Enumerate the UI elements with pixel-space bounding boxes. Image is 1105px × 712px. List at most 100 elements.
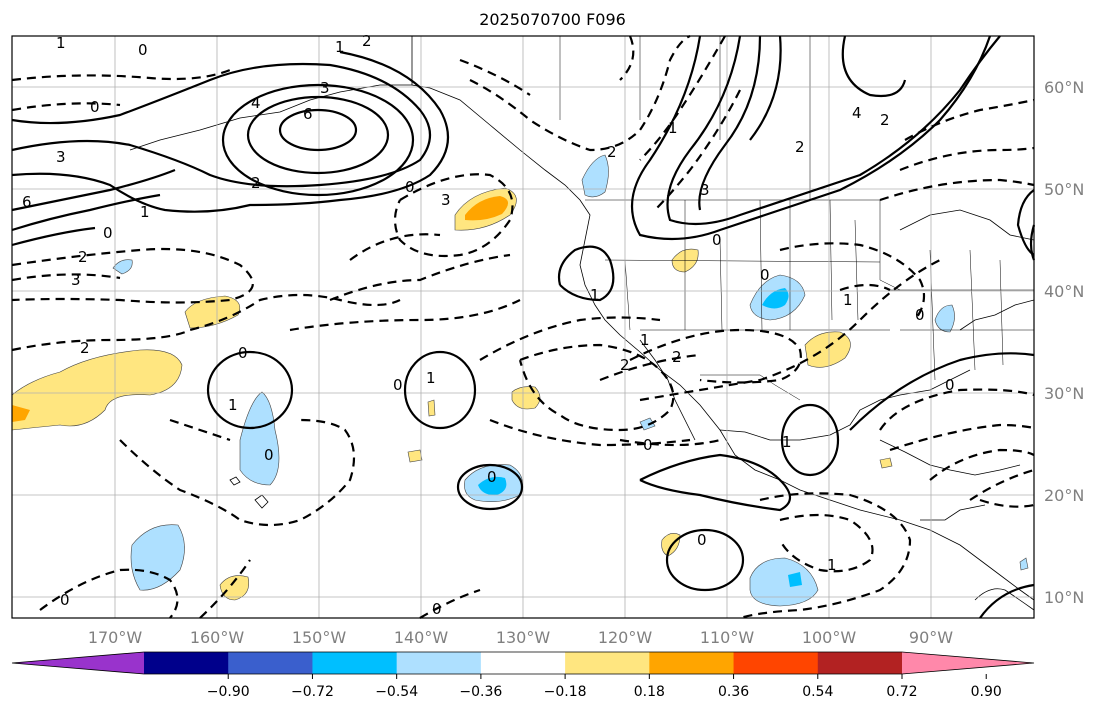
contour-label: 1 [827,556,837,574]
positive-anomaly-region [219,575,249,601]
colorbar-tick-label: −0.54 [375,684,418,700]
contour-label: 1 [590,286,600,304]
contour-label: 0 [945,376,955,394]
contour-label: 1 [56,34,66,52]
map-title: 2025070700 F096 [479,10,626,29]
contour-label: 2 [80,339,90,357]
positive-anomaly-region [879,457,893,469]
contour-label: 6 [303,105,313,123]
lat-label: 30°N [1044,384,1084,403]
contour-label: 0 [712,231,722,249]
contour-label: 2 [251,174,261,192]
contour-label: 2 [78,248,88,266]
contour-label: 1 [426,369,436,387]
lon-label: 160°W [190,628,245,647]
contour-label: 0 [103,224,113,242]
negative-anomaly-region [130,524,185,591]
contour-label: 0 [643,436,653,454]
contour-label: 0 [432,600,442,618]
contour-label: 3 [320,79,330,97]
colorbar-segment [649,652,735,674]
colorbar-segment [396,652,482,674]
negative-anomaly-region [762,288,789,309]
shaded-regions [11,154,1029,607]
lat-label: 20°N [1044,486,1084,505]
political-borders [559,36,1034,401]
negative-anomaly-region [478,476,507,496]
colorbar-tick-label: 0.90 [971,684,1002,700]
positive-anomaly-region [511,386,541,410]
colorbar-tick-label: −0.18 [544,684,587,700]
lon-label: 140°W [394,628,449,647]
colorbar-tick-label: −0.36 [459,684,502,700]
contour-label: 3 [700,181,710,199]
lon-label: 150°W [292,628,347,647]
contour-label: 3 [56,148,66,166]
negative-anomaly-region [581,154,609,198]
negative-contours [11,34,1035,620]
colorbar-segment [817,652,903,674]
colorbar-segment [228,652,313,674]
contour-label: 2 [620,356,630,374]
colorbar-tick-label: 0.72 [886,684,917,700]
contour-label: 2 [880,111,890,129]
contour-label: 3 [441,191,451,209]
contour-label: 1 [843,291,853,309]
colorbar-segment [733,652,819,674]
contour-label: 2 [362,32,372,50]
negative-anomaly-region [749,557,819,607]
lon-label: 120°W [598,628,653,647]
colorbar-segment [144,652,229,674]
contour-label: 1 [140,203,150,221]
colorbar-outline [11,651,1035,675]
contour-label: 0 [264,446,274,464]
contour-label: 0 [90,98,100,116]
colorbar-tick-label: −0.90 [207,684,250,700]
positive-anomaly-region [661,533,681,557]
contour-label: 6 [22,193,32,211]
contour-label: 0 [60,591,70,609]
contour-label: 1 [668,119,678,137]
contour-label: 4 [852,104,862,122]
positive-anomaly-region [184,295,241,329]
contour-label: 0 [760,266,770,284]
colorbar-segment [565,652,650,674]
contour-label: 2 [795,138,805,156]
negative-anomaly-region [1019,557,1029,571]
contour-label: 2 [672,348,682,366]
positive-anomaly-region [11,349,183,431]
contour-label: 1 [335,38,345,56]
colorbar-extend-min [12,652,144,674]
coastlines [129,36,1035,611]
lat-label: 40°N [1044,282,1084,301]
negative-anomaly-region [934,304,955,333]
colorbar-tick-label: 0.18 [634,684,665,700]
colorbar-tick-label: 0.54 [802,684,833,700]
colorbar-extend-max [902,652,1034,674]
contour-label: 4 [251,94,261,112]
lat-label: 50°N [1044,180,1084,199]
lon-label: 90°W [909,628,953,647]
colorbar-segment [312,652,398,674]
lon-label: 170°W [88,628,143,647]
positive-anomaly-region [427,399,436,417]
lat-label: 60°N [1044,78,1084,97]
negative-anomaly-region [639,417,656,431]
lon-label: 110°W [700,628,755,647]
positive-anomaly-region [465,196,509,221]
contour-label: 1 [782,433,792,451]
colorbar-tick-label: −0.72 [291,684,334,700]
contour-label: 0 [238,344,248,362]
graticule [12,36,1034,618]
positive-anomaly-region [12,405,30,422]
positive-anomaly-region [407,449,423,463]
negative-anomaly-region [112,259,133,275]
longitude-labels: 170°W 160°W 150°W 140°W 130°W 120°W 110°… [88,628,953,647]
positive-anomaly-region [804,331,851,368]
colorbar-tick-label: 0.36 [718,684,749,700]
lon-label: 130°W [496,628,551,647]
colorbar: −0.90 −0.72 −0.54 −0.36 −0.18 0.18 0.36 0.54 0.7… [11,651,1035,700]
contour-label: 0 [487,468,497,486]
latitude-labels: 60°N 50°N 40°N 30°N 20°N 10°N [1044,78,1084,607]
